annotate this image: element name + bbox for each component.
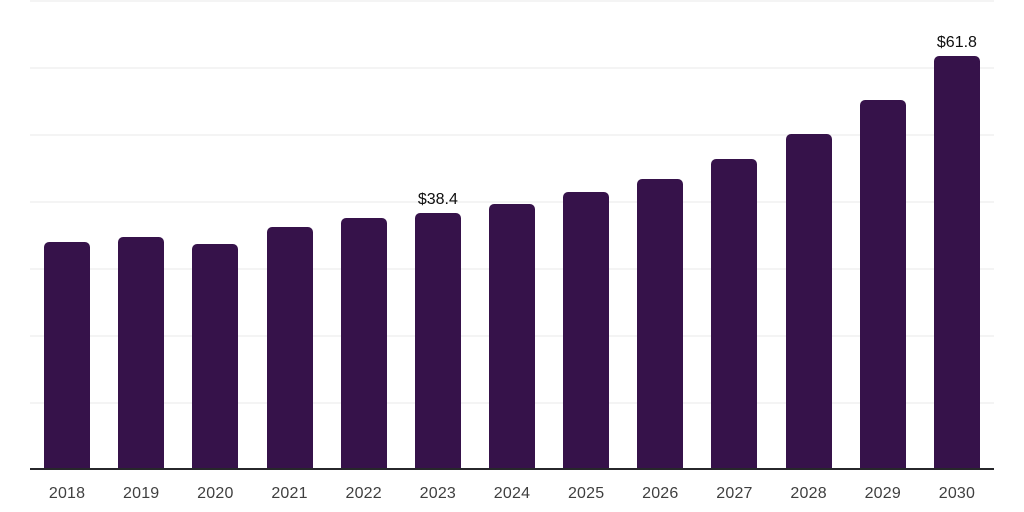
x-tick-label-2023: 2023 <box>419 485 457 502</box>
bar-2023 <box>414 212 461 470</box>
bar-2021 <box>266 226 313 470</box>
gridline-50 <box>30 134 994 137</box>
bar-2019 <box>118 236 165 470</box>
x-tick-label-2025: 2025 <box>567 485 605 502</box>
x-tick-label-2029: 2029 <box>864 485 901 502</box>
x-tick-label-2027: 2027 <box>716 485 753 502</box>
bar-2030 <box>933 56 980 470</box>
data-label-2030: $61.8 <box>936 34 977 52</box>
gridline-40 <box>30 201 994 204</box>
x-tick-label-2026: 2026 <box>642 485 679 502</box>
gridline-60 <box>30 67 994 70</box>
bar-2024 <box>489 204 535 470</box>
bar-2025 <box>563 192 610 470</box>
bar-2022 <box>340 218 387 470</box>
x-tick-label-2021: 2021 <box>271 485 308 502</box>
bar-2018 <box>44 242 91 470</box>
bar-2028 <box>785 133 832 470</box>
data-label-2023: $38.4 <box>417 190 458 208</box>
x-tick-label-2018: 2018 <box>48 485 86 502</box>
x-tick-label-2022: 2022 <box>345 485 382 502</box>
x-axis-line <box>30 468 994 471</box>
bar-2027 <box>711 158 758 470</box>
x-tick-label-2019: 2019 <box>123 485 160 502</box>
x-tick-label-2024: 2024 <box>493 485 531 502</box>
bar-2020 <box>192 244 239 470</box>
bar-2026 <box>637 178 684 470</box>
gridline-70 <box>30 0 994 3</box>
x-tick-label-2028: 2028 <box>790 485 827 502</box>
x-tick-label-2030: 2030 <box>938 485 976 502</box>
x-tick-label-2020: 2020 <box>197 485 234 502</box>
bar-2029 <box>859 100 906 470</box>
